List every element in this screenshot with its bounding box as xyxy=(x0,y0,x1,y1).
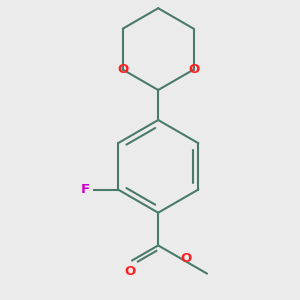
Text: O: O xyxy=(181,252,192,265)
Text: O: O xyxy=(117,63,128,76)
Text: F: F xyxy=(81,183,90,196)
Text: O: O xyxy=(124,265,136,278)
Text: O: O xyxy=(188,63,199,76)
